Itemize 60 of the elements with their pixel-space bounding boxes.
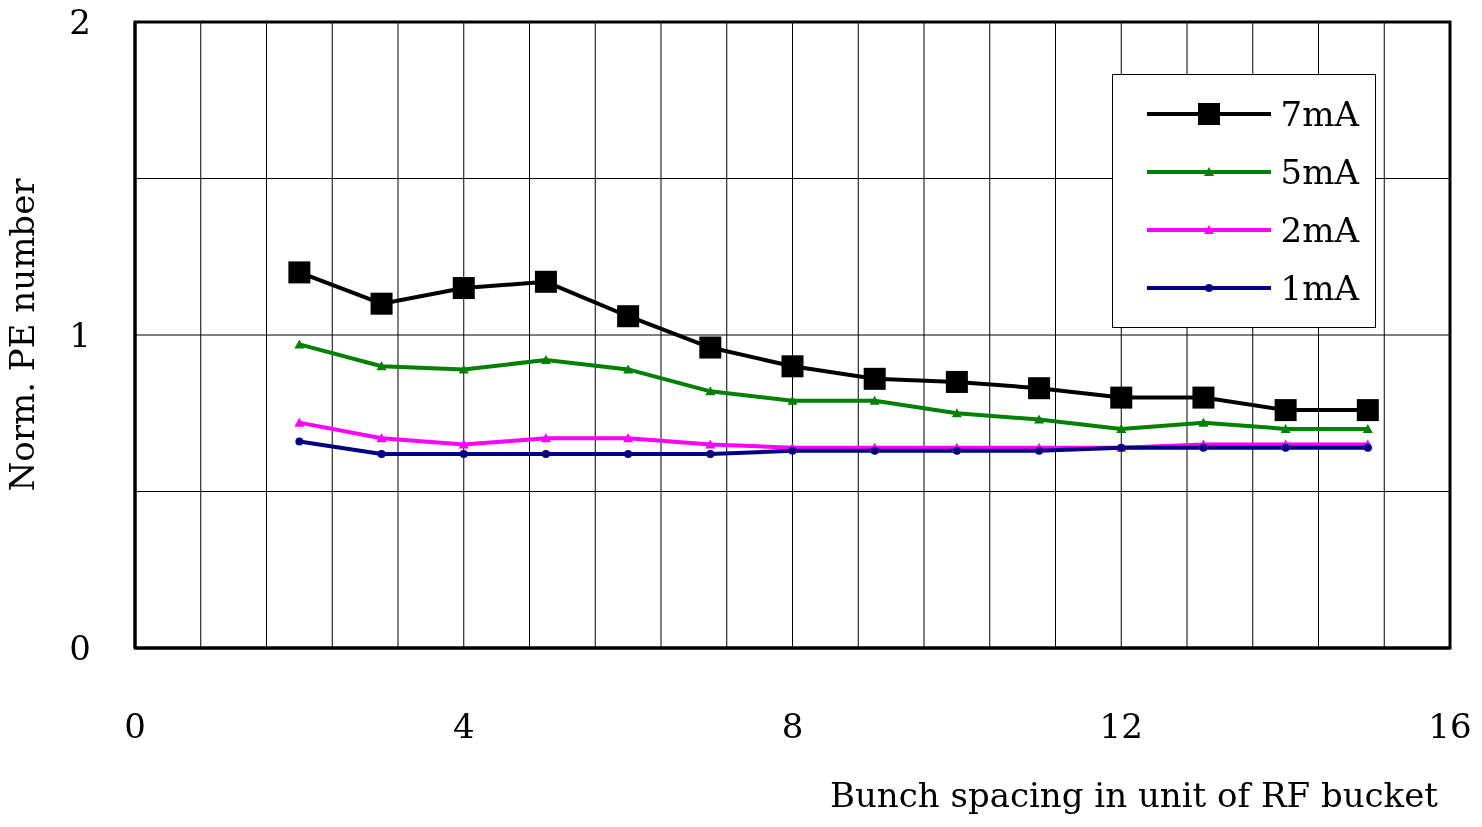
legend-label: 1mA [1280, 268, 1359, 308]
point [1362, 423, 1373, 433]
point [699, 336, 722, 359]
point [288, 261, 311, 284]
point [787, 395, 798, 405]
point [540, 355, 551, 365]
legend-label: 2mA [1280, 210, 1359, 250]
x-tick-label: 16 [1428, 706, 1472, 747]
point [624, 449, 633, 458]
legend-label: 5mA [1280, 152, 1359, 192]
x-tick-label: 4 [452, 706, 475, 747]
point [1199, 443, 1208, 452]
point [952, 446, 961, 455]
y-axis-title: Norm. PE number [2, 177, 43, 492]
point [1110, 386, 1133, 409]
x-tick-label: 8 [781, 706, 804, 747]
point [1281, 443, 1290, 452]
point [705, 439, 716, 449]
y-tick-label: 2 [69, 2, 91, 43]
point [1035, 446, 1044, 455]
point [623, 433, 634, 443]
point [1356, 399, 1379, 422]
point [1116, 423, 1127, 433]
point [1198, 417, 1209, 427]
point [376, 433, 387, 443]
point [788, 446, 797, 455]
point [370, 292, 393, 315]
point [458, 364, 469, 374]
point [376, 361, 387, 371]
point [541, 449, 550, 458]
point [863, 367, 886, 390]
y-tick-label: 1 [69, 315, 91, 356]
point [706, 449, 715, 458]
point [1274, 399, 1297, 422]
point [1028, 377, 1051, 400]
point [781, 355, 804, 378]
point [294, 339, 305, 349]
x-axis-title: Bunch spacing in unit of RF bucket [829, 775, 1439, 815]
x-tick-label: 12 [1099, 706, 1143, 747]
point [1363, 443, 1372, 452]
point [705, 386, 716, 396]
point [1280, 423, 1291, 433]
point [295, 437, 304, 446]
point [1034, 414, 1045, 424]
legend-label: 7mA [1280, 94, 1359, 134]
point [458, 439, 469, 449]
point [452, 277, 475, 300]
point [377, 449, 386, 458]
point [534, 270, 557, 293]
point [540, 433, 551, 443]
point [869, 395, 880, 405]
point [945, 370, 968, 393]
y-tick-label: 0 [69, 628, 91, 669]
point [459, 449, 468, 458]
point [617, 305, 640, 328]
point [870, 446, 879, 455]
point [294, 417, 305, 427]
x-tick-label: 0 [124, 706, 146, 747]
point [951, 408, 962, 418]
point [1192, 386, 1215, 409]
